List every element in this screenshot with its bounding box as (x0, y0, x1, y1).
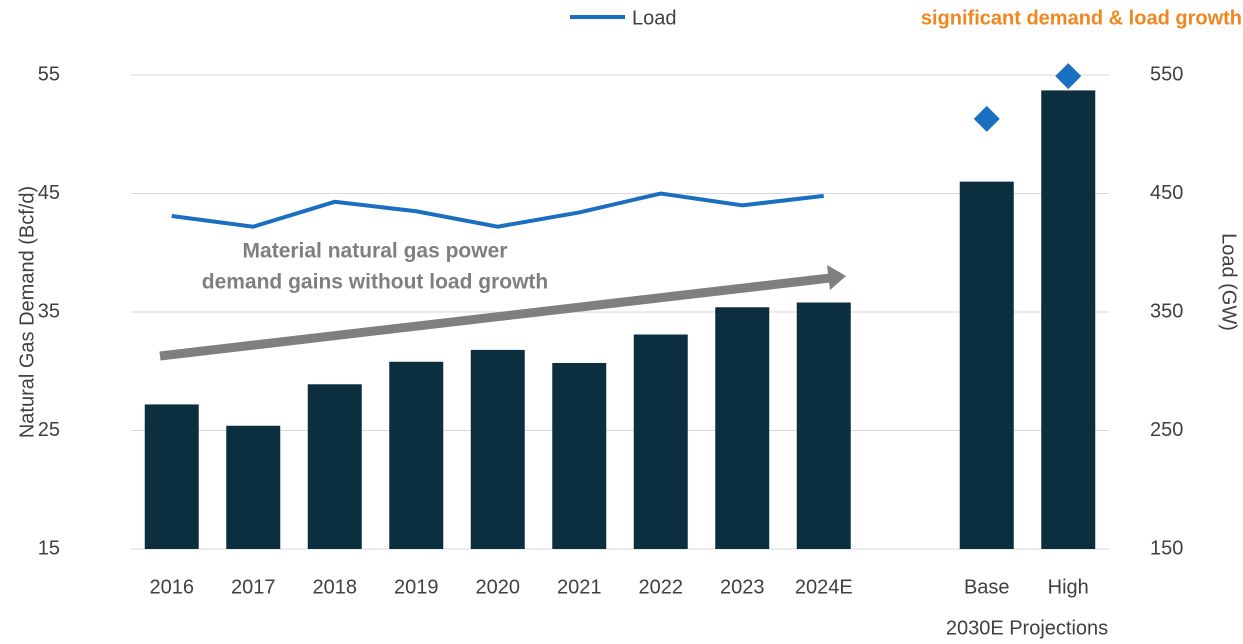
group-label: 2030E Projections (946, 617, 1108, 639)
x-tick-label: High (1048, 576, 1089, 598)
y2-tick-label: 450 (1150, 182, 1183, 204)
x-tick-label: 2021 (557, 576, 602, 598)
y-tick-label: 45 (38, 182, 60, 204)
bar (144, 404, 199, 549)
trend-arrow (159, 273, 831, 361)
x-tick-label: 2017 (231, 576, 276, 598)
y-tick-label: 55 (38, 63, 60, 85)
bar (307, 384, 362, 549)
y-tick-label: 15 (38, 537, 60, 559)
x-tick-label: 2024E (795, 576, 853, 598)
bar (796, 302, 851, 549)
y2-axis-label: Load (GW) (1218, 233, 1240, 331)
y2-tick-label: 550 (1150, 63, 1183, 85)
bar (226, 425, 281, 549)
x-tick-label: Base (964, 576, 1010, 598)
x-tick-label: 2023 (720, 576, 765, 598)
y2-tick-label: 350 (1150, 300, 1183, 322)
bar (959, 181, 1014, 549)
bar (552, 362, 607, 549)
line (171, 191, 824, 229)
x-tick-label: 2022 (639, 576, 684, 598)
trend-annotation: Material natural gas power (243, 240, 508, 263)
bar (1041, 90, 1096, 549)
bar (470, 349, 525, 549)
legend-label: Load (632, 7, 677, 29)
diamond-marker (973, 105, 1000, 132)
x-tick-label: 2016 (150, 576, 195, 598)
trend-arrow-head (827, 265, 846, 290)
bar (715, 307, 770, 549)
y-tick-label: 25 (38, 419, 60, 441)
y-axis-label: Natural Gas Demand (Bcf/d) (16, 186, 38, 438)
y2-tick-label: 250 (1150, 419, 1183, 441)
diamond-marker (1055, 63, 1082, 90)
x-tick-label: 2020 (476, 576, 521, 598)
y2-tick-label: 150 (1150, 537, 1183, 559)
y-tick-label: 35 (38, 300, 60, 322)
trend-annotation: demand gains without load growth (202, 271, 549, 294)
bar (633, 334, 688, 549)
x-tick-label: 2019 (394, 576, 439, 598)
x-tick-label: 2018 (313, 576, 358, 598)
header-annotation: significant demand & load growth (921, 7, 1242, 29)
bar (389, 361, 444, 549)
